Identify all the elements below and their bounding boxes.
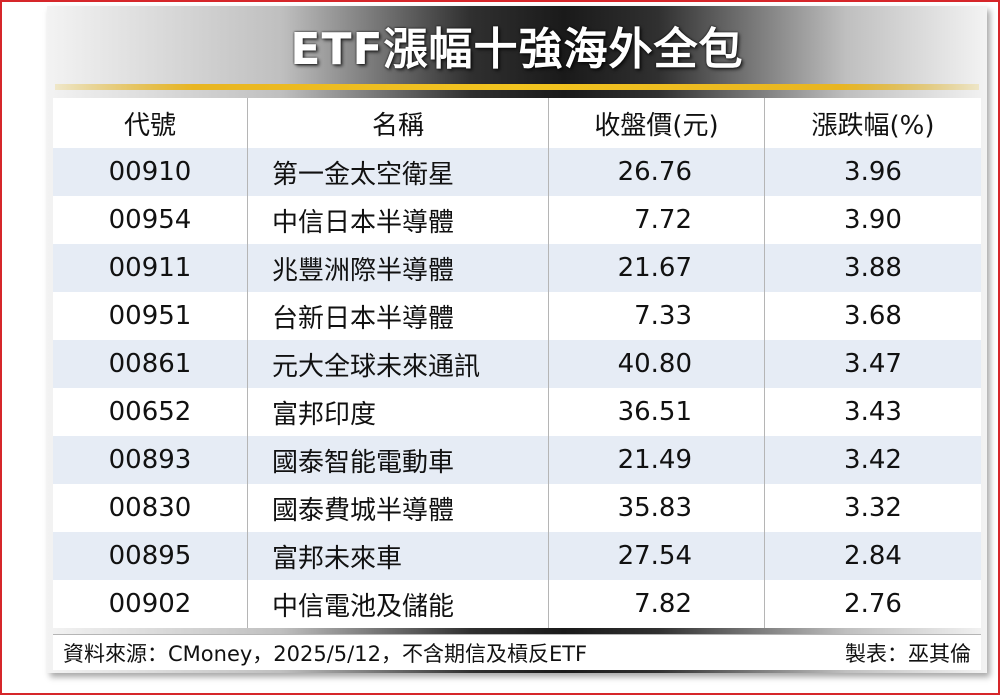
cell-price: 7.72: [548, 196, 765, 244]
cell-change: 3.90: [764, 196, 981, 244]
cell-name: 第一金太空衛星: [247, 148, 549, 196]
cell-code: 00652: [53, 388, 248, 436]
page-title: ETF漲幅十強海外全包: [290, 24, 744, 75]
cell-code: 00861: [53, 340, 248, 388]
cell-change: 3.68: [764, 292, 981, 340]
cell-price: 35.83: [548, 484, 765, 532]
cell-code: 00895: [53, 532, 248, 580]
header-code: 代號: [53, 98, 248, 148]
cell-change: 3.96: [764, 148, 981, 196]
cell-price: 36.51: [548, 388, 765, 436]
cell-name: 中信電池及儲能: [247, 580, 549, 628]
table-row: 00902 中信電池及儲能 7.82 2.76: [53, 580, 981, 628]
cell-code: 00830: [53, 484, 248, 532]
cell-code: 00910: [53, 148, 248, 196]
table-row: 00910 第一金太空衛星 26.76 3.96: [53, 148, 981, 196]
cell-price: 27.54: [548, 532, 765, 580]
table-row: 00951 台新日本半導體 7.33 3.68: [53, 292, 981, 340]
cell-price: 21.49: [548, 436, 765, 484]
table-container: 代號 名稱 收盤價(元) 漲跌幅(%) 00910 第一金太空衛星 26.76 …: [53, 98, 981, 628]
cell-code: 00954: [53, 196, 248, 244]
header-name: 名稱: [247, 98, 549, 148]
cell-change: 3.42: [764, 436, 981, 484]
cell-name: 中信日本半導體: [247, 196, 549, 244]
cell-name: 兆豐洲際半導體: [247, 244, 549, 292]
cell-price: 7.33: [548, 292, 765, 340]
cell-change: 3.32: [764, 484, 981, 532]
table-row: 00954 中信日本半導體 7.72 3.90: [53, 196, 981, 244]
table-row: 00893 國泰智能電動車 21.49 3.42: [53, 436, 981, 484]
cell-change: 3.88: [764, 244, 981, 292]
cell-name: 國泰智能電動車: [247, 436, 549, 484]
cell-code: 00911: [53, 244, 248, 292]
table-row: 00895 富邦未來車 27.54 2.84: [53, 532, 981, 580]
cell-code: 00902: [53, 580, 248, 628]
cell-name: 富邦未來車: [247, 532, 549, 580]
source-note: 資料來源：CMoney，2025/5/12，不含期信及槓反ETF: [63, 641, 588, 666]
cell-code: 00951: [53, 292, 248, 340]
table-row: 00911 兆豐洲際半導體 21.67 3.88: [53, 244, 981, 292]
cell-change: 3.47: [764, 340, 981, 388]
etf-table: 代號 名稱 收盤價(元) 漲跌幅(%) 00910 第一金太空衛星 26.76 …: [53, 98, 981, 628]
cell-price: 26.76: [548, 148, 765, 196]
footer: 資料來源：CMoney，2025/5/12，不含期信及槓反ETF 製表：巫其倫: [53, 634, 981, 670]
cell-price: 21.67: [548, 244, 765, 292]
cell-name: 國泰費城半導體: [247, 484, 549, 532]
cell-name: 富邦印度: [247, 388, 549, 436]
cell-price: 40.80: [548, 340, 765, 388]
table-row: 00830 國泰費城半導體 35.83 3.32: [53, 484, 981, 532]
cell-price: 7.82: [548, 580, 765, 628]
table-row: 00652 富邦印度 36.51 3.43: [53, 388, 981, 436]
title-bar: ETF漲幅十強海外全包: [47, 6, 987, 84]
cell-name: 元大全球未來通訊: [247, 340, 549, 388]
infographic-panel: ETF漲幅十強海外全包 代號 名稱 收盤價(元) 漲跌幅(%) 00910 第一…: [47, 6, 987, 673]
table-header-row: 代號 名稱 收盤價(元) 漲跌幅(%): [53, 98, 981, 148]
header-price: 收盤價(元): [548, 98, 765, 148]
credit-note: 製表：巫其倫: [845, 641, 971, 666]
cell-change: 2.84: [764, 532, 981, 580]
cell-code: 00893: [53, 436, 248, 484]
cell-name: 台新日本半導體: [247, 292, 549, 340]
title-divider: [55, 84, 979, 90]
cell-change: 2.76: [764, 580, 981, 628]
header-change: 漲跌幅(%): [764, 98, 981, 148]
cell-change: 3.43: [764, 388, 981, 436]
table-row: 00861 元大全球未來通訊 40.80 3.47: [53, 340, 981, 388]
